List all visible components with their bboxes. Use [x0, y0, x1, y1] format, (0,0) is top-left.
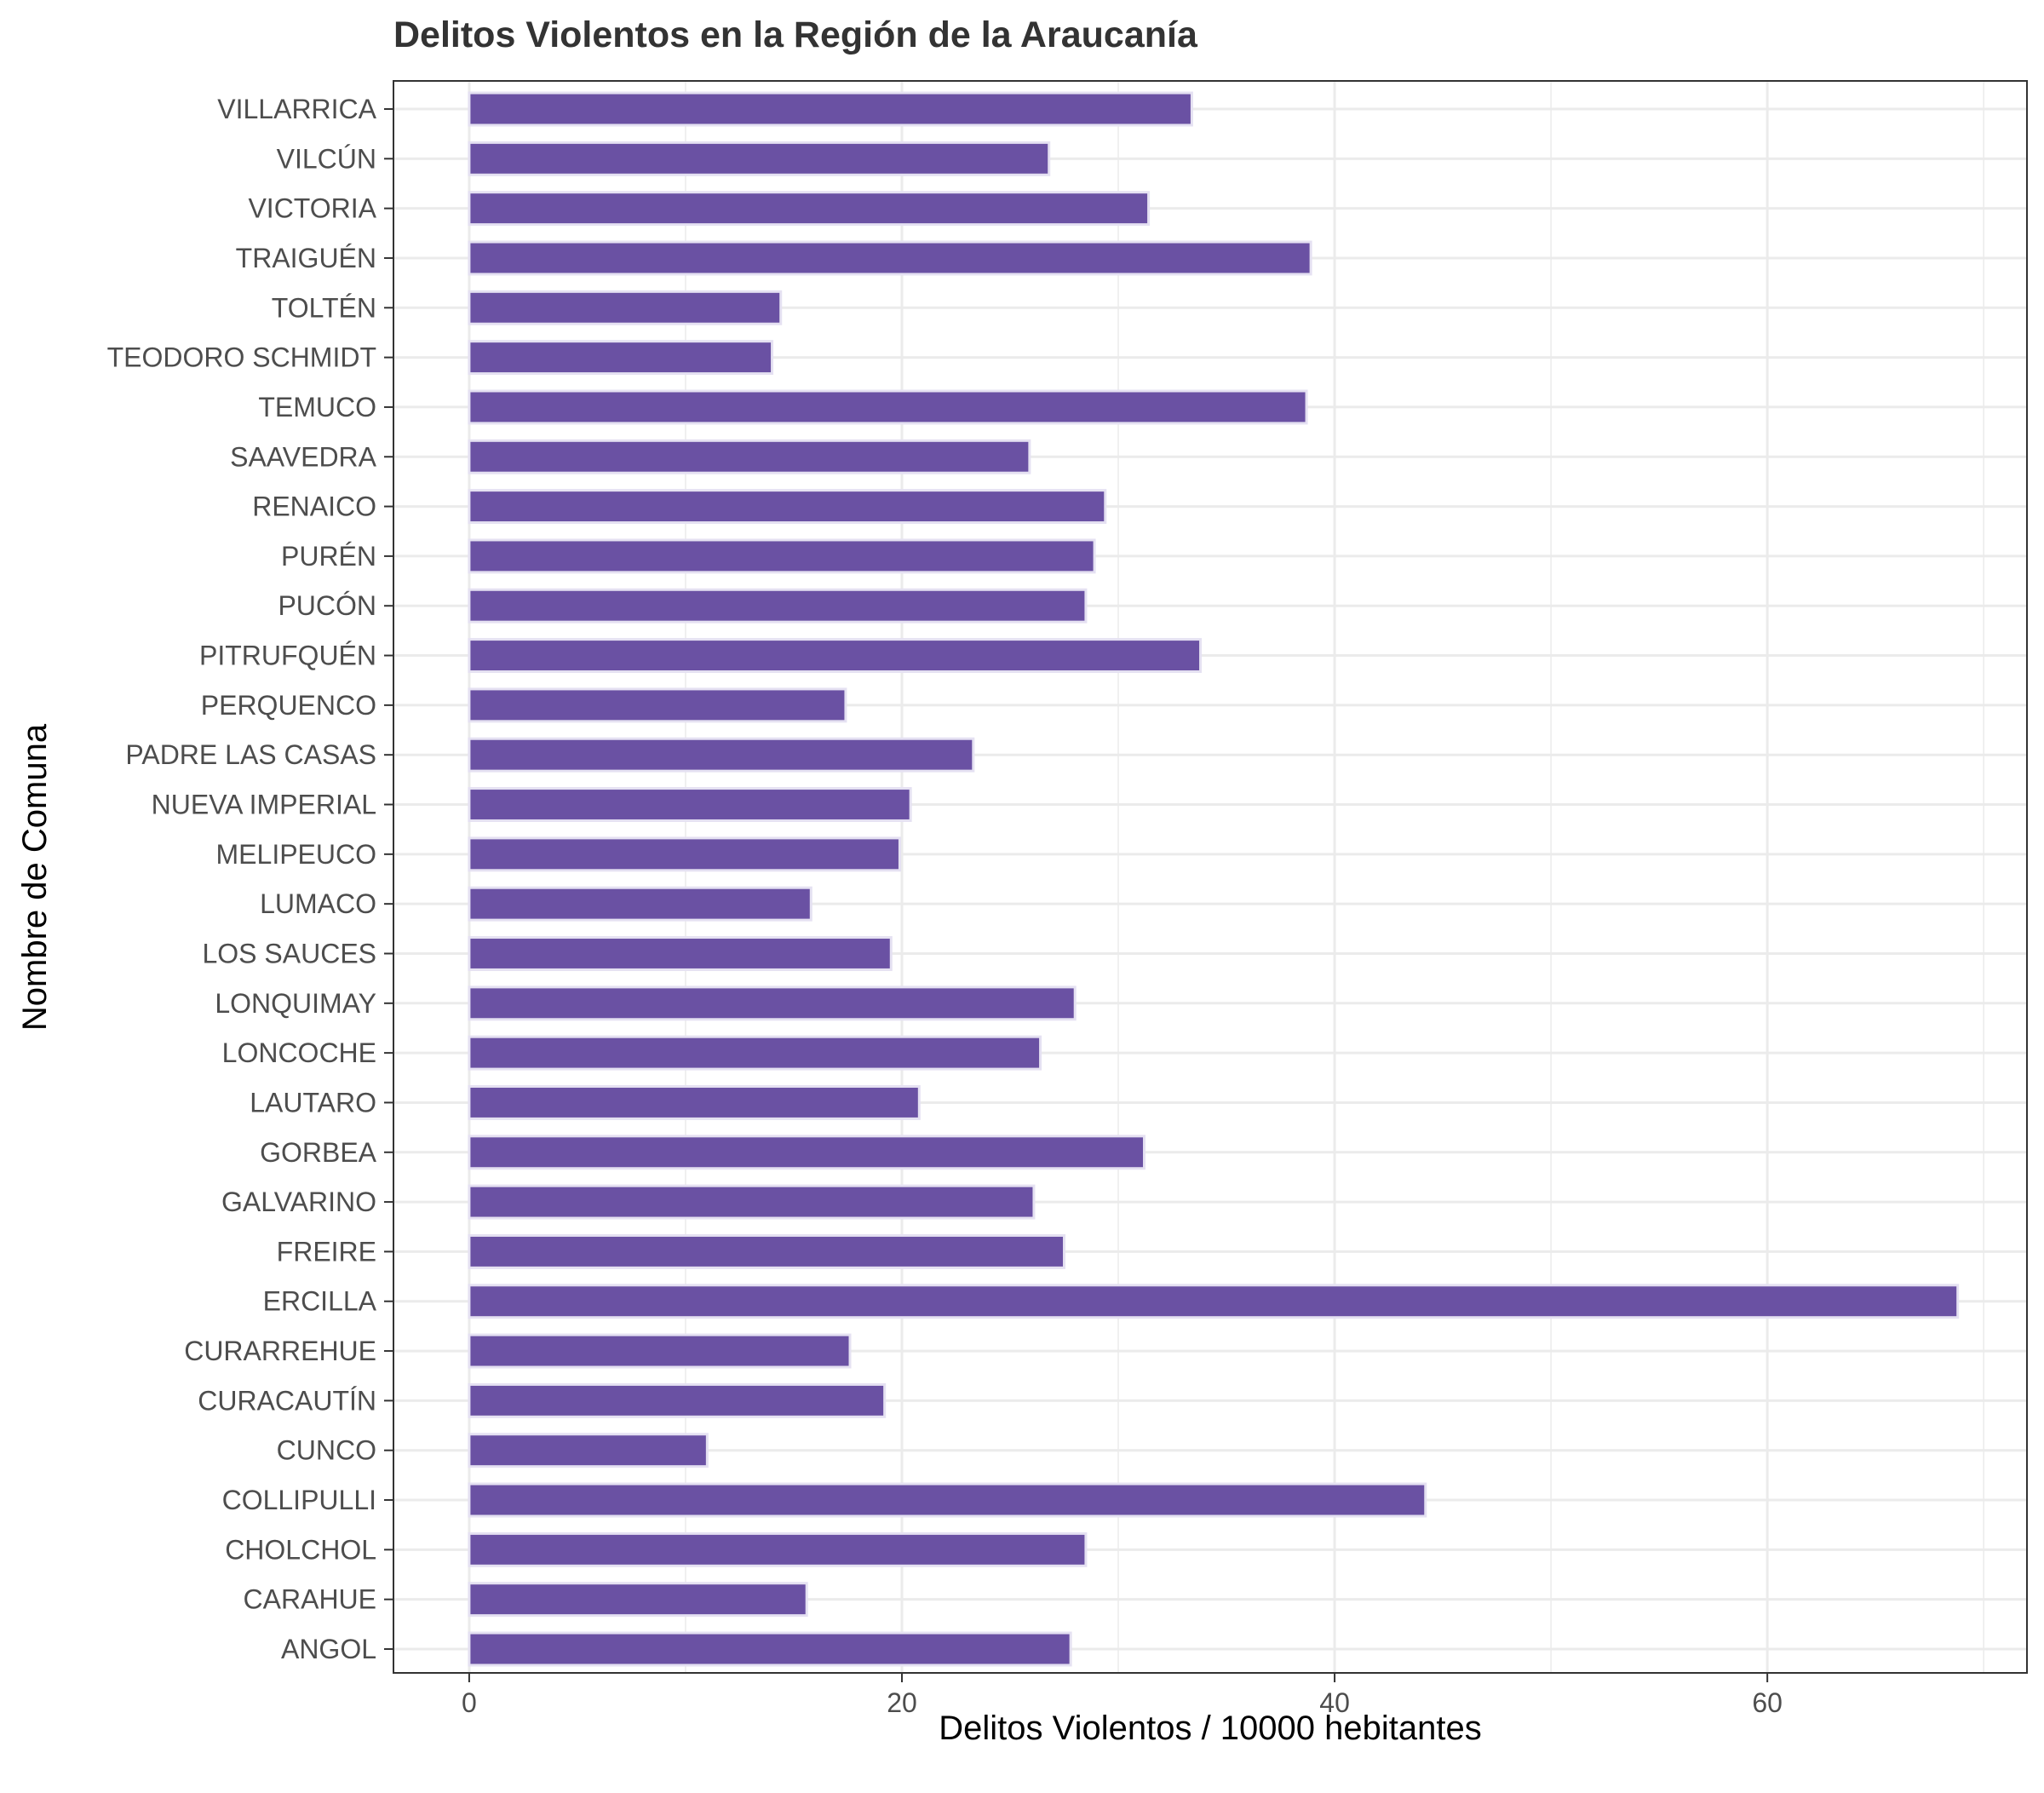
y-tick-label: TOLTÉN	[272, 292, 376, 323]
y-tick-label: PERQUENCO	[201, 690, 376, 721]
bar	[468, 1333, 852, 1369]
bar	[468, 340, 774, 376]
x-axis-title: Delitos Violentos / 10000 hebitantes	[939, 1710, 1481, 1747]
bar	[468, 1433, 709, 1468]
y-tick-label: ERCILLA	[263, 1286, 377, 1317]
x-tick-label: 20	[887, 1687, 917, 1718]
y-tick-label: PUCÓN	[278, 590, 376, 621]
y-tick-label: CARAHUE	[244, 1584, 376, 1615]
y-axis-title: Nombre de Comuna	[16, 723, 54, 1031]
bar	[468, 538, 1096, 574]
bar	[468, 1184, 1036, 1220]
bar	[468, 240, 1312, 276]
y-tick-label: LUMACO	[260, 888, 376, 919]
bar	[468, 986, 1077, 1021]
bar	[468, 1631, 1072, 1667]
y-tick-label: TEODORO SCHMIDT	[107, 342, 376, 373]
y-tick-label: PURÉN	[281, 541, 376, 572]
bar	[468, 1284, 1960, 1319]
bar	[468, 1135, 1146, 1170]
y-tick-label: GORBEA	[260, 1137, 377, 1168]
bar	[468, 1382, 887, 1418]
bar	[468, 787, 912, 822]
bar	[468, 886, 812, 922]
y-tick-label: PITRUFQUÉN	[199, 641, 376, 671]
bar	[468, 588, 1088, 624]
y-tick-label: TRAIGUÉN	[236, 243, 376, 273]
bar	[468, 936, 893, 971]
panel-border	[393, 80, 2028, 1674]
bar	[468, 439, 1031, 474]
y-tick-label: CUNCO	[277, 1435, 376, 1466]
bar	[468, 638, 1203, 674]
y-tick-label: NUEVA IMPERIAL	[152, 790, 376, 820]
bar	[468, 389, 1308, 425]
bar	[468, 191, 1151, 227]
y-tick-label: MELIPEUCO	[216, 839, 376, 870]
y-tick-label: COLLIPULLI	[222, 1485, 376, 1515]
bar	[468, 91, 1193, 127]
bar	[468, 836, 901, 872]
bar	[468, 737, 975, 773]
x-tick-label: 40	[1319, 1687, 1350, 1718]
x-axis: 0 20 40 60	[462, 1673, 1783, 1718]
x-tick-label: 60	[1752, 1687, 1783, 1718]
bar	[468, 1084, 921, 1120]
y-tick-label: GALVARINO	[221, 1187, 376, 1217]
bar	[468, 1035, 1042, 1071]
bar	[468, 290, 783, 325]
y-tick-label: VICTORIA	[248, 193, 376, 224]
y-tick-label: PADRE LAS CASAS	[125, 739, 376, 770]
bar	[468, 1582, 808, 1618]
chart-title: Delitos Violentos en la Región de la Ara…	[393, 14, 1198, 55]
y-tick-label: CURACAUTÍN	[198, 1385, 376, 1416]
y-tick-label: RENAICO	[252, 491, 376, 522]
bars-layer	[468, 91, 1960, 1667]
y-tick-label: ANGOL	[281, 1634, 376, 1664]
y-tick-label: SAAVEDRA	[230, 441, 377, 472]
y-tick-label: LAUTARO	[250, 1087, 376, 1118]
y-tick-label: VILLARRICA	[217, 94, 376, 124]
y-tick-label: LOS SAUCES	[202, 938, 376, 968]
bar	[468, 141, 1051, 176]
y-tick-label: FREIRE	[277, 1236, 376, 1267]
y-axis: ANGOL CARAHUE CHOLCHOL COLLIPULLI CUNCO CURAC…	[107, 94, 393, 1664]
y-tick-label: LONCOCHE	[222, 1037, 376, 1068]
y-tick-label: LONQUIMAY	[215, 988, 376, 1019]
y-tick-label: VILCÚN	[277, 143, 376, 174]
y-tick-label: TEMUCO	[258, 392, 376, 422]
bar	[468, 1532, 1088, 1567]
y-tick-label: CHOLCHOL	[225, 1534, 376, 1565]
bar	[468, 1233, 1066, 1269]
bar	[468, 687, 847, 723]
y-tick-label: CURARREHUE	[184, 1336, 376, 1366]
bar	[468, 1482, 1427, 1518]
x-tick-label: 0	[462, 1687, 477, 1718]
bar	[468, 489, 1107, 525]
